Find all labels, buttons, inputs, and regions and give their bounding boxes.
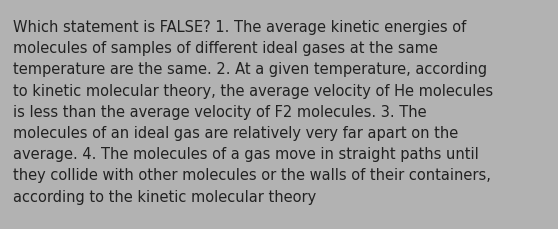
Text: according to the kinetic molecular theory: according to the kinetic molecular theor…: [13, 189, 316, 204]
Text: average. 4. The molecules of a gas move in straight paths until: average. 4. The molecules of a gas move …: [13, 147, 479, 161]
Text: molecules of samples of different ideal gases at the same: molecules of samples of different ideal …: [13, 41, 438, 56]
Text: is less than the average velocity of F2 molecules. 3. The: is less than the average velocity of F2 …: [13, 104, 427, 119]
Text: molecules of an ideal gas are relatively very far apart on the: molecules of an ideal gas are relatively…: [13, 125, 458, 140]
Text: Which statement is FALSE? 1. The average kinetic energies of: Which statement is FALSE? 1. The average…: [13, 20, 466, 35]
Text: to kinetic molecular theory, the average velocity of He molecules: to kinetic molecular theory, the average…: [13, 83, 493, 98]
Text: temperature are the same. 2. At a given temperature, according: temperature are the same. 2. At a given …: [13, 62, 487, 77]
Text: they collide with other molecules or the walls of their containers,: they collide with other molecules or the…: [13, 168, 491, 183]
